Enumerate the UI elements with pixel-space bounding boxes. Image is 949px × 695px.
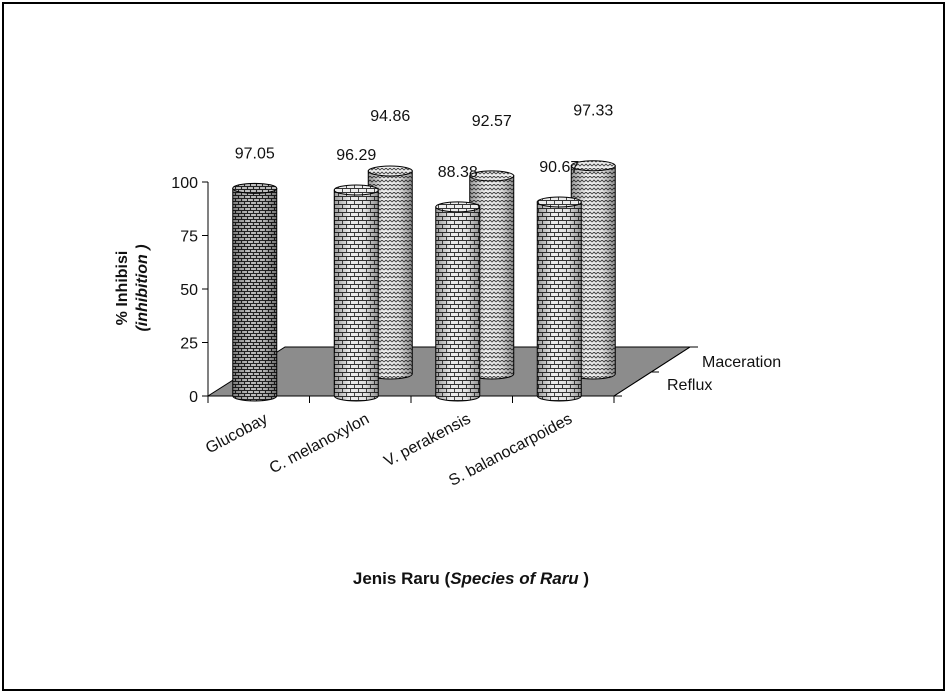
bar-maceration-c-melanoxylon xyxy=(367,165,413,380)
bar-shading xyxy=(537,201,582,402)
data-label-reflux-c-melanoxylon: 96.29 xyxy=(336,147,376,164)
bar-top xyxy=(333,184,379,196)
y-axis-title-line2: (inhibition ) xyxy=(134,244,151,331)
y-tick-label-75: 75 xyxy=(180,229,198,246)
bar-shading xyxy=(435,206,480,402)
bar-shading xyxy=(469,175,514,379)
bar-maceration-s-balanocarpoides xyxy=(570,160,616,380)
x-axis-title: Jenis Raru (Species of Raru ) xyxy=(353,569,589,588)
bar-reflux-c-melanoxylon xyxy=(333,184,379,402)
y-tick-label-50: 50 xyxy=(180,282,198,299)
x-axis-title-italic: Species of Raru xyxy=(450,569,579,588)
bar-top xyxy=(232,182,278,194)
y-axis-title-line1: % Inhibisi xyxy=(114,251,131,326)
bar-top xyxy=(570,160,616,172)
bar-top xyxy=(435,201,481,213)
bar-shading xyxy=(571,165,616,379)
bar-shading xyxy=(368,170,413,379)
y-tick-label-100: 100 xyxy=(171,175,198,192)
bar-reflux-s-balanocarpoides xyxy=(536,196,582,402)
x-tick-label-glucobay: Glucobay xyxy=(203,411,271,458)
bar-shading xyxy=(334,189,379,402)
bar-top xyxy=(469,170,515,182)
bar-maceration-v-perakensis xyxy=(469,170,515,380)
bar-top xyxy=(536,196,582,208)
y-ticks: 0 25 50 75 100 xyxy=(171,175,208,406)
bar-reflux-glucobay xyxy=(232,182,278,402)
x-tick-label-c-melanoxylon: C. melanoxylon xyxy=(267,411,372,478)
depth-label-maceration: Maceration xyxy=(702,354,781,371)
y-tick-label-25: 25 xyxy=(180,336,198,353)
bars xyxy=(232,160,616,402)
bar-shading xyxy=(232,188,277,402)
y-axis-title: % Inhibisi (inhibition ) xyxy=(114,244,151,331)
data-label-maceration-v-perakensis: 92.57 xyxy=(472,113,512,130)
x-axis-title-suffix: ) xyxy=(579,569,589,588)
data-label-maceration-c-melanoxylon: 94.86 xyxy=(370,108,410,125)
data-label-reflux-s-balanocarpoides: 90.67 xyxy=(539,159,579,176)
depth-label-reflux: Reflux xyxy=(667,377,712,394)
data-label-maceration-s-balanocarpoides: 97.33 xyxy=(573,103,613,120)
data-labels: 97.05 96.29 94.86 88.38 92.57 90.67 97.33 xyxy=(235,103,614,181)
bar-reflux-v-perakensis xyxy=(435,201,481,402)
y-tick-label-0: 0 xyxy=(189,389,198,406)
data-label-reflux-glucobay: 97.05 xyxy=(235,145,275,162)
x-axis-title-prefix: Jenis Raru ( xyxy=(353,569,451,588)
bar-top xyxy=(367,165,413,177)
data-label-reflux-v-perakensis: 88.38 xyxy=(438,164,478,181)
x-tick-label-v-perakensis: V. perakensis xyxy=(381,411,473,471)
